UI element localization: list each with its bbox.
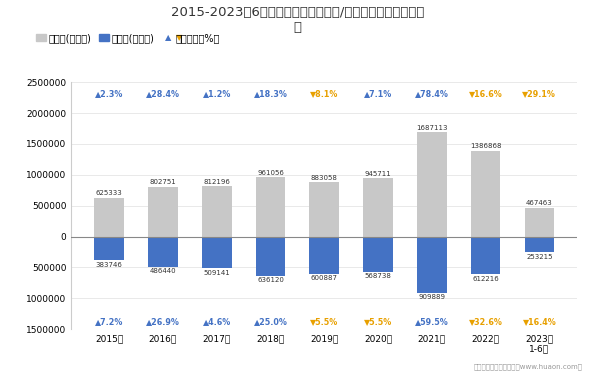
Text: 568738: 568738 [365, 273, 392, 279]
Text: 909889: 909889 [418, 294, 445, 300]
Text: 812196: 812196 [203, 179, 230, 185]
Text: ▼16.6%: ▼16.6% [469, 89, 502, 98]
Text: ▲18.3%: ▲18.3% [253, 89, 287, 98]
Text: 509141: 509141 [203, 270, 230, 276]
Text: ▲59.5%: ▲59.5% [415, 317, 449, 326]
Text: 486440: 486440 [149, 268, 176, 274]
Bar [95, 198, 124, 237]
Text: ▼29.1%: ▼29.1% [522, 89, 556, 98]
Text: 制图：华经产业研究院（www.huaon.com）: 制图：华经产业研究院（www.huaon.com） [474, 364, 583, 370]
Text: ▲4.6%: ▲4.6% [203, 317, 231, 326]
Bar [417, 132, 447, 237]
Bar [309, 237, 339, 274]
Text: ▼16.4%: ▼16.4% [522, 317, 556, 326]
Text: 600887: 600887 [311, 275, 338, 281]
Text: ▲1.2%: ▲1.2% [202, 89, 231, 98]
Text: ▲26.9%: ▲26.9% [146, 317, 180, 326]
Bar [525, 208, 554, 237]
Bar [309, 182, 339, 237]
Text: 636120: 636120 [257, 278, 284, 283]
Text: 253215: 253215 [526, 254, 553, 260]
Text: 625333: 625333 [96, 190, 123, 196]
Text: 945711: 945711 [365, 171, 392, 177]
Text: 802751: 802751 [149, 180, 176, 186]
Text: ▼5.5%: ▼5.5% [364, 317, 392, 326]
Legend: 出口额(万美元), 进口额(万美元), 同比增长（%）: 出口额(万美元), 进口额(万美元), 同比增长（%） [36, 33, 220, 43]
Text: 383746: 383746 [96, 262, 123, 268]
Bar [364, 237, 393, 272]
Text: ▲25.0%: ▲25.0% [253, 317, 287, 326]
Bar [256, 237, 285, 276]
Bar [525, 237, 554, 252]
Text: ▼32.6%: ▼32.6% [469, 317, 503, 326]
Bar [417, 237, 447, 293]
Text: ▲78.4%: ▲78.4% [415, 89, 449, 98]
Text: ▼8.1%: ▼8.1% [310, 89, 339, 98]
Text: 2015-2023年6月太原市（境内目的地/货源地）进、出口额统
计: 2015-2023年6月太原市（境内目的地/货源地）进、出口额统 计 [171, 6, 424, 34]
Text: 1386868: 1386868 [470, 143, 502, 150]
Bar [364, 178, 393, 237]
Bar [202, 186, 231, 237]
Text: ▼5.5%: ▼5.5% [310, 317, 339, 326]
Bar [148, 187, 178, 237]
Text: 612216: 612216 [472, 276, 499, 282]
Text: 961056: 961056 [257, 170, 284, 176]
Bar [471, 237, 500, 275]
Text: 467463: 467463 [526, 200, 553, 206]
Bar [256, 177, 285, 237]
Text: ▲28.4%: ▲28.4% [146, 89, 180, 98]
Text: 1687113: 1687113 [416, 125, 447, 131]
Bar [95, 237, 124, 260]
Text: ▲7.1%: ▲7.1% [364, 89, 392, 98]
Text: ▲2.3%: ▲2.3% [95, 89, 123, 98]
Bar [148, 237, 178, 267]
Text: 883058: 883058 [311, 175, 338, 181]
Bar [471, 151, 500, 237]
Text: ▲7.2%: ▲7.2% [95, 317, 123, 326]
Bar [202, 237, 231, 268]
